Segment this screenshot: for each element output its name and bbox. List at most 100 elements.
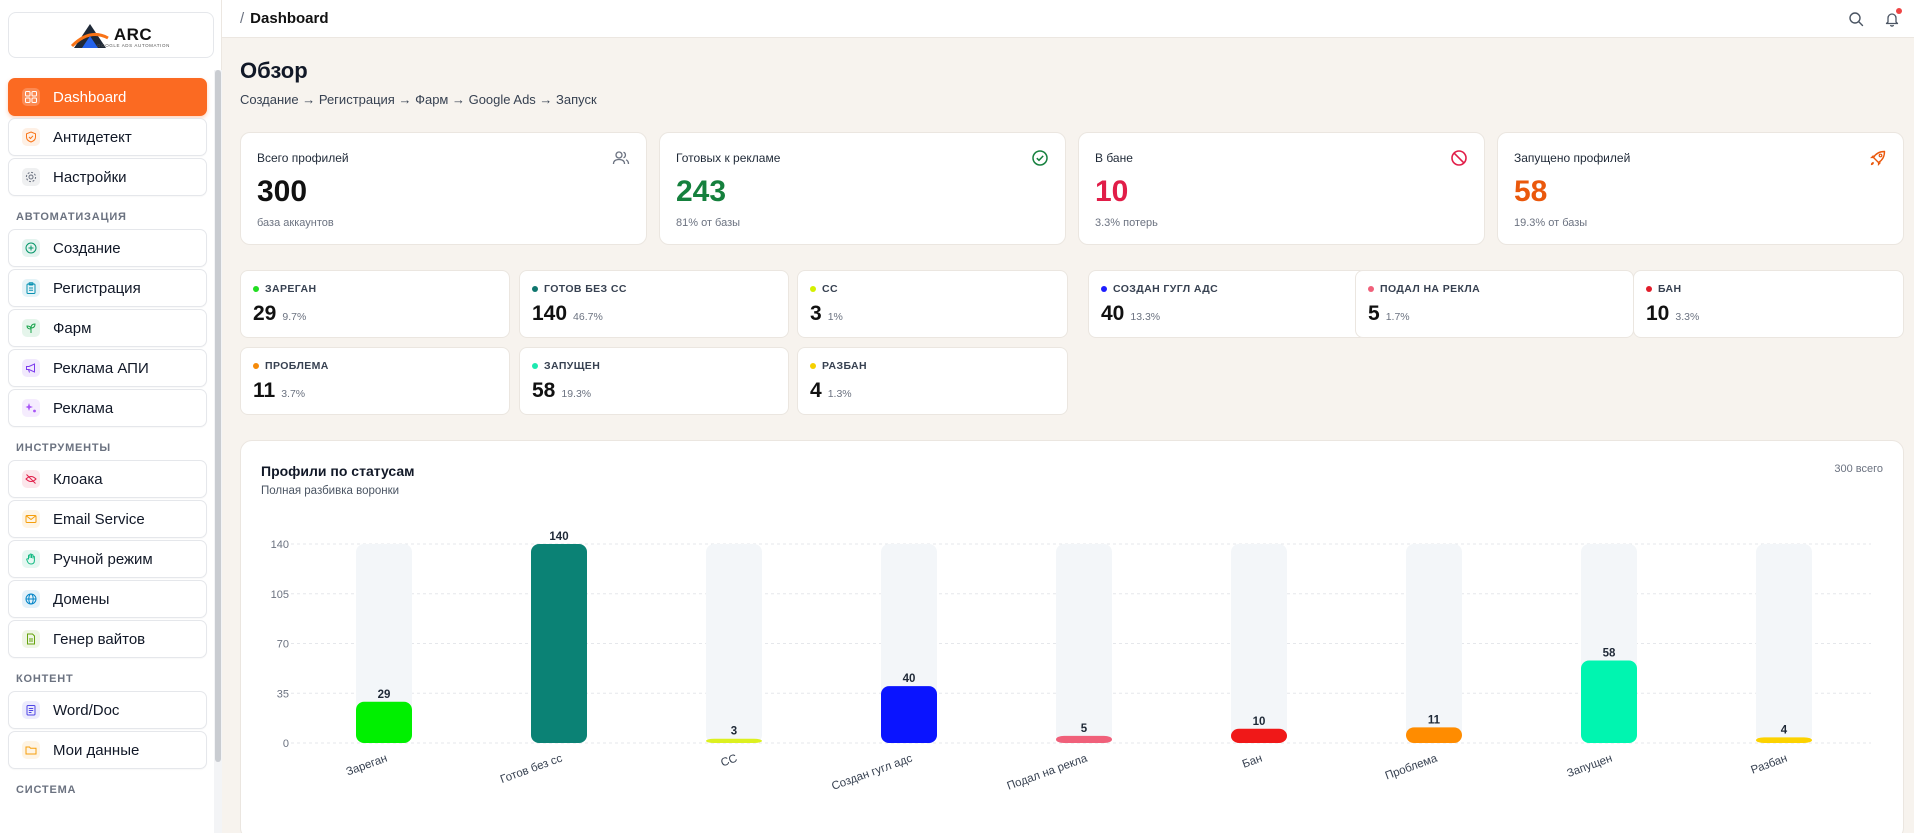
clipboard-icon <box>22 279 40 297</box>
bar <box>1231 728 1287 743</box>
status-label-text: БАН <box>1658 283 1682 295</box>
status-label: СС <box>810 283 838 295</box>
y-tick-label: 105 <box>271 589 289 601</box>
status-label: РАЗБАН <box>810 360 867 372</box>
x-tick-label: Разбан <box>1749 753 1789 777</box>
shield-icon <box>22 128 40 146</box>
kpi-value: 243 <box>676 175 727 208</box>
bell-icon[interactable] <box>1884 11 1900 27</box>
bar <box>1056 735 1112 743</box>
sidebar-item-label: Настройки <box>53 168 127 186</box>
chart-subtitle: Полная разбивка воронки <box>261 485 400 497</box>
kpi-label: Готовых к рекламе <box>676 151 781 165</box>
kpi-value: 10 <box>1095 175 1129 208</box>
gear-icon <box>22 168 40 186</box>
status-card: ЗАРЕГАН 29 9.7% <box>240 270 510 338</box>
status-label-text: ПОДАЛ НА РЕКЛА <box>1380 283 1481 295</box>
sidebar-item-plus-circle[interactable]: Создание <box>8 229 207 267</box>
search-icon[interactable] <box>1848 11 1864 27</box>
status-dot-icon <box>1646 286 1652 292</box>
grid-icon <box>22 88 40 106</box>
sidebar-item-label: Мои данные <box>53 741 140 759</box>
sidebar-item-eye-off[interactable]: Клоака <box>8 460 207 498</box>
kpi-label: В бане <box>1095 151 1133 165</box>
bar <box>1406 727 1462 743</box>
status-value: 29 9.7% <box>253 302 306 326</box>
sidebar-item-folder[interactable]: Мои данные <box>8 731 207 769</box>
status-count: 5 <box>1368 302 1380 325</box>
status-label: БАН <box>1646 283 1682 295</box>
sidebar-item-file[interactable]: Генер вайтов <box>8 620 207 658</box>
sparkle-icon <box>22 399 40 417</box>
sidebar-item-clipboard[interactable]: Регистрация <box>8 269 207 307</box>
bar-value-label: 10 <box>1253 716 1266 728</box>
sidebar-item-hand[interactable]: Ручной режим <box>8 540 207 578</box>
status-count: 140 <box>532 302 568 325</box>
check-circle-icon <box>1031 149 1049 167</box>
status-card: ЗАПУЩЕН 58 19.3% <box>519 347 789 415</box>
sidebar-item-globe[interactable]: Домены <box>8 580 207 618</box>
sidebar-item-label: Антидетект <box>53 128 132 146</box>
sidebar-section-title: АВТОМАТИЗАЦИЯ <box>16 211 127 223</box>
sidebar-item-gear[interactable]: Настройки <box>8 158 207 196</box>
sidebar-item-label: Создание <box>53 239 121 257</box>
kpi-card: Всего профилей 300 база аккаунтов <box>240 132 647 245</box>
rocket-icon <box>1869 149 1887 167</box>
bar-value-label: 11 <box>1428 714 1441 726</box>
plus-circle-icon <box>22 239 40 257</box>
status-percent: 1.7% <box>1385 311 1410 323</box>
sidebar-item-sprout[interactable]: Фарм <box>8 309 207 347</box>
logo[interactable]: ARC GOOGLE ADS AUTOMATION <box>8 12 214 58</box>
kpi-card: Готовых к рекламе 243 81% от базы <box>659 132 1066 245</box>
sidebar-item-doc[interactable]: Word/Doc <box>8 691 207 729</box>
bar-value-label: 140 <box>549 531 568 543</box>
status-label: СОЗДАН ГУГЛ АДС <box>1101 283 1218 295</box>
kpi-caption: база аккаунтов <box>257 217 334 229</box>
status-dot-icon <box>532 363 538 369</box>
ban-icon <box>1450 149 1468 167</box>
sidebar-item-label: Word/Doc <box>53 701 120 719</box>
eye-off-icon <box>22 470 40 488</box>
sidebar-section-title: КОНТЕНТ <box>16 673 74 685</box>
hand-icon <box>22 550 40 568</box>
breadcrumb-separator: / <box>240 10 245 27</box>
sidebar-item-megaphone[interactable]: Реклама АПИ <box>8 349 207 387</box>
status-value: 58 19.3% <box>532 379 591 403</box>
sidebar-item-sparkle[interactable]: Реклама <box>8 389 207 427</box>
status-label-text: СС <box>822 283 838 295</box>
kpi-caption: 81% от базы <box>676 217 741 229</box>
doc-icon <box>22 701 40 719</box>
status-card: СС 3 1% <box>797 270 1068 338</box>
status-card: БАН 10 3.3% <box>1633 270 1904 338</box>
bar-value-label: 3 <box>731 726 737 738</box>
status-percent: 46.7% <box>573 311 603 323</box>
kpi-card: Запущено профилей 58 19.3% от базы <box>1497 132 1904 245</box>
sidebar-nav: Dashboard Антидетект Настройки АВТОМАТИЗАЦИ… <box>8 78 207 802</box>
arc-logo-icon <box>70 24 109 48</box>
status-count: 58 <box>532 379 556 402</box>
bar-track <box>706 544 762 743</box>
sidebar-item-label: Регистрация <box>53 279 141 297</box>
bar <box>1756 737 1812 743</box>
mail-icon <box>22 510 40 528</box>
sidebar-item-label: Ручной режим <box>53 550 153 568</box>
sidebar: ARC GOOGLE ADS AUTOMATION Dashboard Антид… <box>0 0 222 833</box>
breadcrumb-current[interactable]: Dashboard <box>250 10 329 27</box>
status-value: 4 1.3% <box>810 379 852 403</box>
topbar: / Dashboard <box>222 0 1914 38</box>
kpi-card: В бане 10 3.3% потерь <box>1078 132 1485 245</box>
sidebar-item-label: Реклама АПИ <box>53 359 149 377</box>
status-label: ГОТОВ БЕЗ СС <box>532 283 627 295</box>
sidebar-item-grid[interactable]: Dashboard <box>8 78 207 116</box>
sidebar-item-shield[interactable]: Антидетект <box>8 118 207 156</box>
x-tick-label: Бан <box>1241 753 1264 771</box>
sidebar-item-mail[interactable]: Email Service <box>8 500 207 538</box>
file-icon <box>22 630 40 648</box>
status-card: ПРОБЛЕМА 11 3.7% <box>240 347 510 415</box>
chart-title: Профили по статусам <box>261 463 415 479</box>
status-count: 29 <box>253 302 277 325</box>
status-value: 10 3.3% <box>1646 302 1699 326</box>
sidebar-scrollbar-thumb[interactable] <box>215 70 221 762</box>
y-tick-label: 70 <box>277 639 289 651</box>
